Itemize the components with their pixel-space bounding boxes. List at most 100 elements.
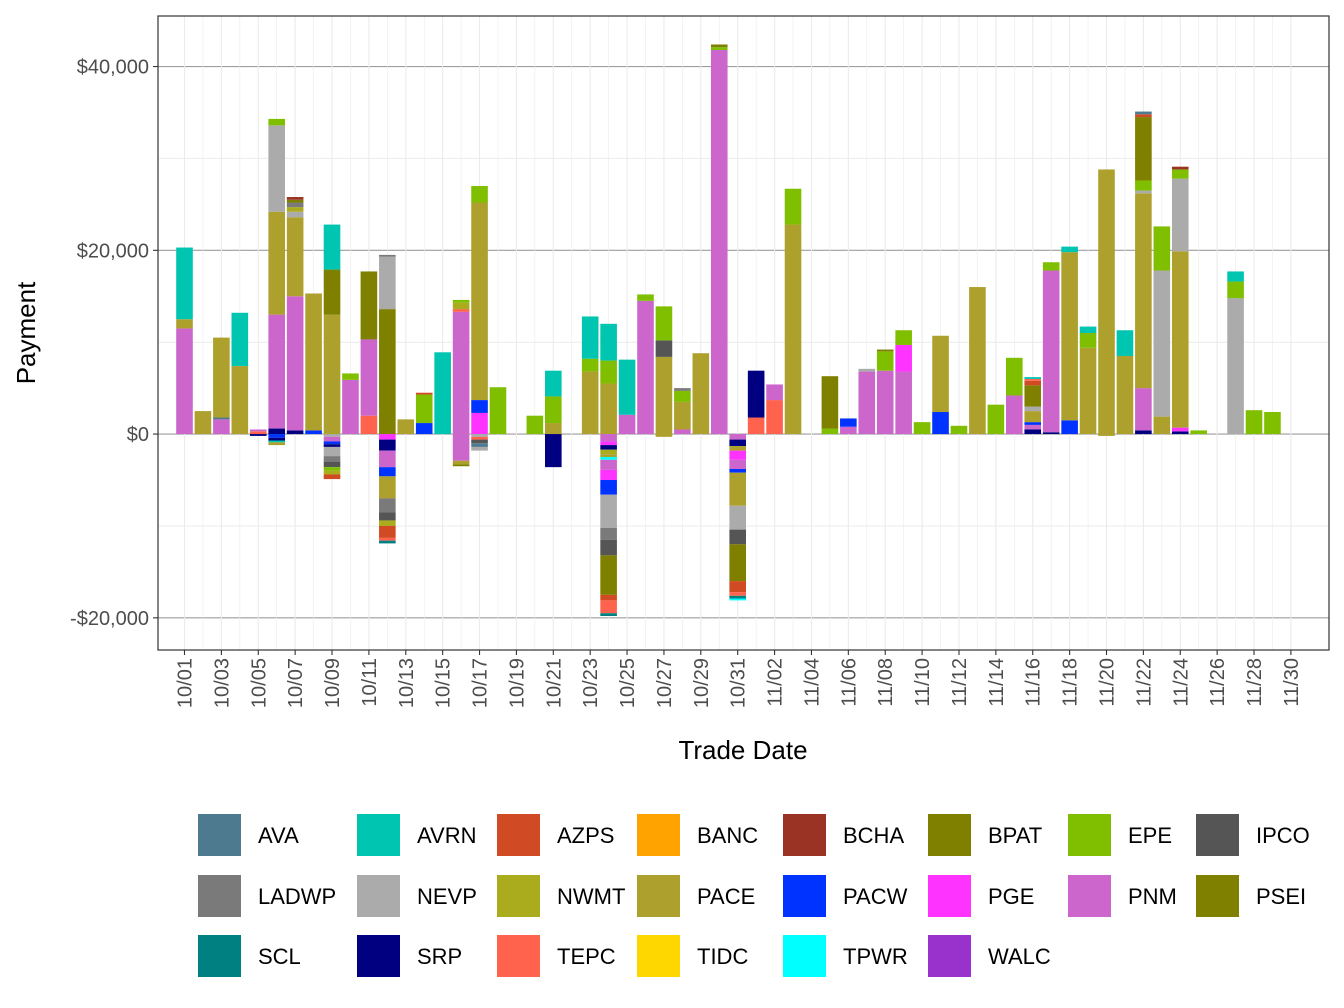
bar-segment-pace xyxy=(655,356,673,435)
legend: AVA AVRN AZPS BANC BCHA BPAT EPE IPCO LADWP NEVP N… xyxy=(198,814,1310,977)
bar-segment-pnm xyxy=(729,434,746,440)
bar-segment-ipco xyxy=(655,340,673,357)
bar-segment-pace xyxy=(1135,193,1152,389)
bar-segment-pnm xyxy=(176,328,193,435)
bar-segment-srp xyxy=(1042,432,1060,435)
bar-segment-azps xyxy=(415,392,433,395)
bar-segment-pge xyxy=(600,469,617,481)
bar-segment-srp xyxy=(1171,431,1189,435)
bar-segment-pace xyxy=(268,211,285,315)
bar-segment-ipco xyxy=(323,461,341,468)
bar-segment-pace xyxy=(729,472,746,506)
bar-segment-ladwp xyxy=(286,202,304,208)
bar-segment-pge xyxy=(1171,427,1189,432)
bar-segment-pacw xyxy=(932,412,949,435)
bar-segment-pnm xyxy=(379,450,396,468)
x-tick-label: 10/19 xyxy=(506,658,528,708)
bar-segment-pace xyxy=(969,287,986,435)
bar-segment-srp xyxy=(323,444,341,447)
legend-key-pnm xyxy=(1068,875,1111,917)
bar-segment-nevp xyxy=(323,446,341,457)
bar-segment-pace xyxy=(784,224,802,435)
bar-segment-avrn xyxy=(323,224,341,270)
bar-segment-pnm xyxy=(710,49,728,435)
bar-segment-bpat xyxy=(821,376,839,429)
bar-segment-tepc xyxy=(360,415,378,435)
bar-segment-pace xyxy=(1153,416,1171,435)
legend-key-scl xyxy=(198,935,241,977)
bar-segment-avrn xyxy=(1116,330,1134,356)
bar-segment-tepc xyxy=(766,400,783,435)
y-axis-ticks: -$20,000 $0 $20,000 $40,000 xyxy=(70,57,158,630)
bar-segment-pace xyxy=(1116,355,1134,435)
bar-segment-azps xyxy=(323,474,341,480)
legend-label-azps: AZPS xyxy=(557,823,614,848)
bar-segment-epe xyxy=(637,294,654,301)
bar-segment-pace xyxy=(545,423,562,435)
legend-key-psei xyxy=(1196,875,1239,917)
bar-segment-pace xyxy=(323,314,341,435)
bar-segment-nevp xyxy=(471,434,488,437)
legend-key-banc xyxy=(637,814,680,856)
bar-segment-bpat xyxy=(286,199,304,203)
bar-segment-ipco xyxy=(729,529,746,545)
legend-key-pge xyxy=(928,875,971,917)
bar-segment-pacw xyxy=(268,434,285,438)
bar-segment-nwmt xyxy=(286,207,304,212)
legend-label-nevp: NEVP xyxy=(417,884,477,909)
bar-segment-epe xyxy=(1171,169,1189,179)
bar-segment-pace xyxy=(1098,169,1115,435)
bar-segment-avrn xyxy=(600,323,617,361)
bar-segment-ava xyxy=(471,443,488,447)
legend-label-ipco: IPCO xyxy=(1256,823,1310,848)
bar-segment-epe xyxy=(1153,226,1171,271)
bar-segment-srp xyxy=(268,428,285,435)
bar-segment-pacw xyxy=(305,430,322,435)
bar-segment-pge xyxy=(471,412,488,435)
bar-segment-pnm xyxy=(249,429,267,432)
bar-segment-pace xyxy=(305,293,322,431)
bar-segment-avrn xyxy=(1061,246,1078,253)
bar-segment-pace xyxy=(1171,251,1189,428)
bar-segment-pnm xyxy=(600,459,617,470)
bar-segment-nevp xyxy=(729,505,746,530)
bar-segment-epe xyxy=(821,428,839,435)
bar-segment-tepc xyxy=(249,431,267,435)
y-axis-title: Payment xyxy=(11,281,41,384)
x-tick-label: 10/21 xyxy=(543,658,565,708)
legend-label-walc: WALC xyxy=(988,944,1051,969)
bar-segment-pnm xyxy=(858,371,876,435)
bar-segment-epe xyxy=(1042,262,1060,271)
legend-label-pace: PACE xyxy=(697,884,755,909)
bar-segment-bpat xyxy=(360,271,378,340)
legend-key-azps xyxy=(497,814,540,856)
legend-key-bpat xyxy=(928,814,971,856)
legend-label-tidc: TIDC xyxy=(697,944,748,969)
legend-key-walc xyxy=(928,935,971,977)
bar-segment-avrn xyxy=(581,316,599,359)
bar-segment-psei xyxy=(323,269,341,315)
bar-segment-azps xyxy=(379,525,396,538)
legend-label-nwmt: NWMT xyxy=(557,884,625,909)
bar-segment-pnm xyxy=(360,339,378,416)
bar-segment-pnm xyxy=(876,370,894,435)
legend-key-nwmt xyxy=(497,875,540,917)
bar-segment-pnm xyxy=(286,296,304,431)
legend-label-tepc: TEPC xyxy=(557,944,616,969)
bar-segment-pace xyxy=(397,419,415,435)
x-tick-label: 11/10 xyxy=(912,658,934,707)
legend-key-ava xyxy=(198,814,241,856)
bar-segment-nevp xyxy=(379,256,396,310)
bar-segment-pace xyxy=(674,401,691,430)
bar-segment-epe xyxy=(1245,410,1263,435)
bar-segment-pace xyxy=(600,454,617,458)
bar-segment-ladwp xyxy=(379,254,396,257)
x-tick-label: 11/04 xyxy=(801,658,823,707)
bar-segment-epe xyxy=(526,415,544,435)
bar-segment-tepc xyxy=(729,592,746,596)
bar-segment-nevp xyxy=(1227,298,1244,435)
bar-segment-pge xyxy=(600,441,617,446)
bar-segment-bpat xyxy=(710,44,728,48)
bar-segment-pnm xyxy=(600,434,617,442)
bar-segment-pacw xyxy=(1024,422,1042,425)
